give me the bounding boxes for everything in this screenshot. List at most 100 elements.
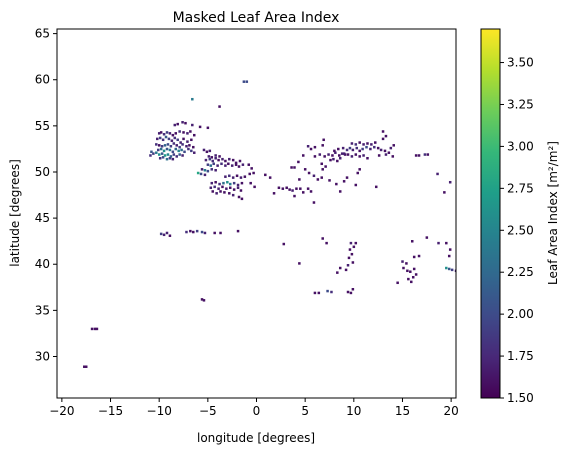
y-tick-label: 55 [35,119,50,133]
x-axis: −20 −15 −10 −5 0 5 10 15 20 [49,398,459,418]
heatmap-cell [188,144,191,147]
heatmap-cell [282,242,286,246]
heatmap-cell [95,327,99,331]
colorbar-label: Leaf Area Index [m²/m²] [546,141,560,285]
heatmap-cell [165,231,169,235]
heatmap-cell [445,266,448,270]
plot-frame [56,28,457,399]
x-tick-label: −15 [98,404,123,418]
heatmap-cell [178,130,181,133]
heatmap-cell [214,156,217,160]
heatmap-cell [180,148,183,152]
heatmap-cell [249,181,252,185]
heatmap-cell [221,185,224,189]
heatmap-cell [356,171,359,175]
heatmap-cell [285,186,288,190]
heatmap-cell [312,174,316,178]
heatmap-cell [381,137,385,141]
heatmap-cell [235,174,239,178]
heatmap-cell [366,142,369,145]
heatmap-cell [200,230,204,234]
heatmap-cell [231,158,235,162]
heatmap-cell [411,275,415,279]
heatmap-cell [336,159,339,163]
heatmap-cell [454,269,456,273]
heatmap-cell [230,164,234,167]
heatmap-cell [211,190,214,193]
heatmap-cell [222,181,225,185]
heatmap-cell [317,291,321,295]
heatmap-cell [176,122,179,126]
heatmap-cell [174,147,178,151]
heatmap-cell [354,143,358,146]
heatmap-cell [206,169,210,173]
heatmap-cell [344,268,348,272]
heatmap-cell [173,123,177,127]
heatmap-cell [247,163,250,166]
chart-title: Masked Leaf Area Index [173,10,340,26]
heatmap-cell [159,131,163,134]
heatmap-cell [164,135,168,139]
heatmap-cell [170,139,174,142]
x-tick-label: 15 [395,404,410,418]
heatmap-cell [211,159,214,163]
x-tick-label: 10 [346,404,361,418]
heatmap-cell [324,165,327,168]
heatmap-cell [303,168,307,171]
heatmap-cell [299,187,302,190]
heatmap-cell [351,261,355,264]
heatmap-cell [190,149,193,153]
heatmap-cell [346,264,350,267]
heatmap-cell [290,166,293,169]
heatmap-cell [171,157,175,161]
heatmap-cell [236,183,240,187]
heatmap-cell [336,271,339,274]
heatmap-cell [209,186,213,190]
heatmap-cell [365,145,368,149]
heatmap-cell [205,150,209,154]
heatmap-cell [313,291,317,295]
heatmap-cell [192,230,195,234]
heatmap-cell [157,132,161,135]
colorbar-tick-label: 1.50 [507,391,534,405]
heatmap-cell [218,105,221,108]
heatmap-cell [231,176,235,179]
heatmap-cell [426,153,430,156]
heatmap-cell [169,155,173,158]
heatmap-cell [277,186,281,190]
heatmap-cell [219,190,222,193]
heatmap-cell [162,149,166,153]
heatmap-cell [351,148,355,152]
heatmap-cell [350,155,354,158]
y-tick-label: 60 [35,73,50,87]
heatmap-cell [176,138,179,142]
heatmap-cell [165,131,169,134]
colorbar-tick-label: 3.25 [507,97,534,111]
heatmap-cell [165,157,169,161]
heatmap-cell [320,176,323,179]
heatmap-cell [370,143,373,146]
heatmap-cell [309,190,313,193]
heatmap-cell [190,138,193,142]
heatmap-cell [173,136,177,140]
heatmap-cell [178,153,181,156]
heatmap-cell [182,137,185,141]
heatmap-cell [252,171,255,175]
heatmap-cell [209,164,213,167]
heatmap-cell [240,181,244,185]
heatmap-cell [171,133,175,137]
heatmap-cell [217,158,220,162]
heatmap-cell [160,152,164,155]
heatmap-cell [264,173,267,177]
heatmap-cell [161,138,165,142]
heatmap-cell [338,154,341,157]
heatmap-cell [374,185,378,189]
heatmap-cell [239,189,243,192]
heatmap-cell [217,187,220,190]
heatmap-cell [159,232,163,236]
heatmap-cell [232,188,236,191]
heatmap-cell [181,154,184,157]
heatmap-cell [177,149,180,153]
heatmap-cell [172,142,176,145]
heatmap-cell [238,159,242,163]
